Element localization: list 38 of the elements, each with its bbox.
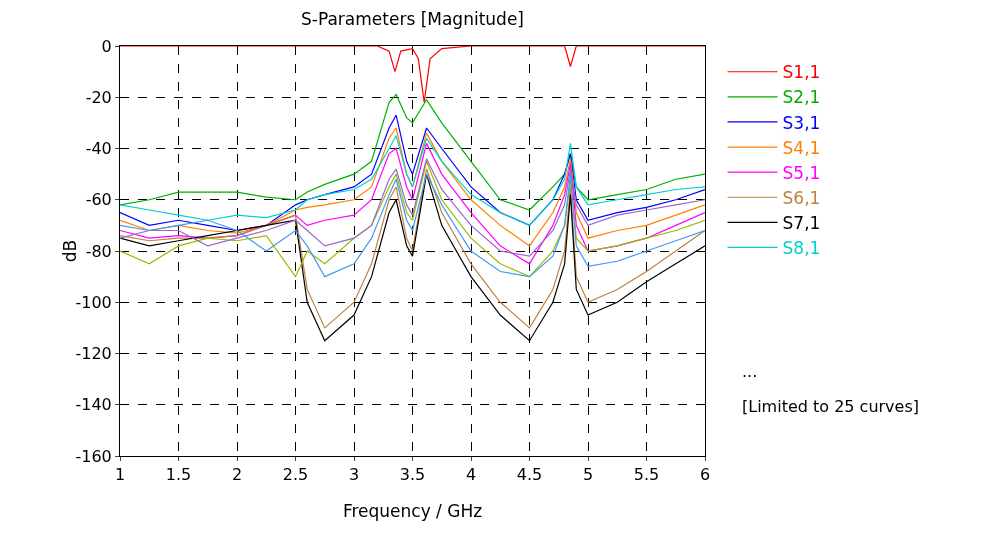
- legend-label: S1,1: [782, 62, 821, 83]
- x-tick-label: 2.5: [282, 465, 309, 485]
- x-tick-label: 3: [348, 465, 360, 485]
- text: [Limited to 25 curves]: [742, 397, 919, 416]
- chart-title: S-Parameters [Magnitude]: [301, 9, 524, 30]
- y-tick-label: 0: [101, 36, 112, 56]
- x-tick-label: 5.5: [633, 465, 660, 485]
- text: ...: [742, 362, 758, 381]
- y-tick-label: -60: [85, 190, 112, 210]
- line-series: [120, 127, 705, 247]
- y-axis-title: dB: [60, 239, 80, 263]
- x-tick-label: 2: [231, 465, 243, 485]
- x-tick-label: 4.5: [516, 465, 543, 485]
- y-tick-label: -140: [75, 395, 112, 415]
- legend-label: S3,1: [782, 112, 821, 133]
- y-tick-label: -160: [75, 446, 112, 466]
- legend-label: S6,1: [782, 187, 821, 208]
- legend-label: S7,1: [782, 212, 821, 233]
- y-tick-label: -80: [85, 241, 112, 261]
- y-tick-label: -20: [85, 87, 112, 107]
- x-tick-label: 4: [465, 465, 477, 485]
- x-tick-label: 1: [114, 465, 126, 485]
- line-series: [120, 94, 705, 211]
- y-tick-label: -40: [85, 139, 112, 159]
- line-series: [120, 46, 705, 103]
- x-tick-label: 5: [582, 465, 594, 485]
- legend-label: S5,1: [782, 162, 821, 183]
- x-tick-label: 3.5: [399, 465, 426, 485]
- x-tick-label: 1.5: [165, 465, 192, 485]
- line-series: [120, 158, 705, 257]
- legend-label: S2,1: [782, 87, 821, 108]
- y-tick-label: -120: [75, 344, 112, 364]
- legend-label: S8,1: [782, 238, 821, 259]
- x-tick-label: 6: [699, 465, 711, 485]
- y-tick-label: -100: [75, 292, 112, 312]
- legend-label: S4,1: [782, 137, 821, 158]
- x-axis-title: Frequency / GHz: [342, 501, 483, 521]
- line-series: [120, 135, 705, 226]
